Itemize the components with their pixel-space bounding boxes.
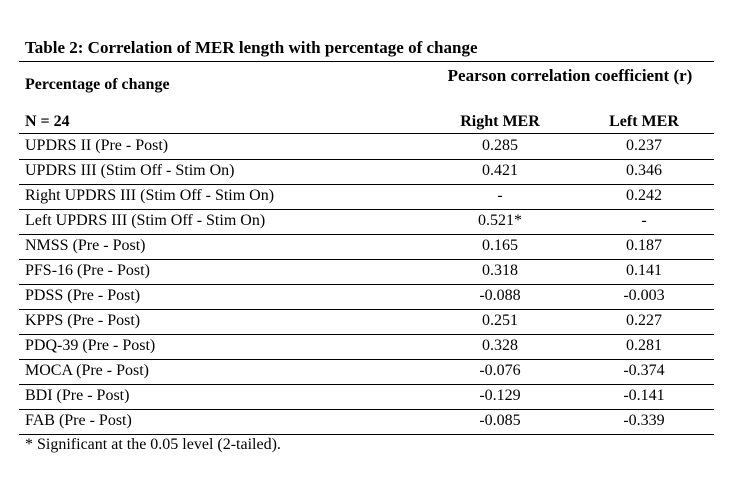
right-mer-value: -0.129 bbox=[479, 387, 521, 404]
table-row: PDSS (Pre - Post) -0.088 -0.003 bbox=[19, 284, 714, 310]
right-mer-value: 0.421 bbox=[482, 162, 518, 179]
left-mer-value: - bbox=[641, 212, 647, 229]
left-mer-value: 0.242 bbox=[626, 187, 662, 204]
left-mer-value: 0.281 bbox=[626, 337, 662, 354]
column-header-right-mer: Right MER bbox=[460, 113, 540, 130]
correlation-group-title: Pearson correlation coefficient (r) bbox=[447, 66, 693, 85]
row-label: PFS-16 (Pre - Post) bbox=[25, 262, 150, 279]
row-label: PDQ-39 (Pre - Post) bbox=[25, 337, 156, 354]
header-rule bbox=[19, 133, 714, 134]
left-mer-value: 0.237 bbox=[626, 137, 662, 154]
table-row: Left UPDRS III (Stim Off - Stim On) 0.521… bbox=[19, 209, 714, 235]
table-row: PFS-16 (Pre - Post) 0.318 0.141 bbox=[19, 259, 714, 285]
row-label: MOCA (Pre - Post) bbox=[25, 362, 150, 379]
first-column-title: Percentage of change bbox=[25, 76, 170, 93]
right-mer-value: 0.165 bbox=[482, 237, 518, 254]
right-mer-value: 0.521* bbox=[478, 212, 522, 229]
row-label: Right UPDRS III (Stim Off - Stim On) bbox=[25, 187, 275, 204]
table-row: UPDRS III (Stim Off - Stim On) 0.421 0.346 bbox=[19, 159, 714, 185]
table-caption: Table 2: Correlation of MER length with … bbox=[25, 38, 478, 57]
row-label: BDI (Pre - Post) bbox=[25, 387, 130, 404]
left-mer-value: -0.141 bbox=[623, 387, 665, 404]
row-label: UPDRS II (Pre - Post) bbox=[25, 137, 169, 154]
n-label: N = 24 bbox=[25, 113, 70, 130]
right-mer-value: 0.328 bbox=[482, 337, 518, 354]
right-mer-value: - bbox=[497, 187, 503, 204]
left-mer-value: 0.227 bbox=[626, 312, 662, 329]
left-mer-value: -0.003 bbox=[623, 287, 665, 304]
left-mer-value: -0.339 bbox=[623, 412, 665, 429]
right-mer-value: 0.318 bbox=[482, 262, 518, 279]
top-rule bbox=[19, 61, 714, 62]
table-row: KPPS (Pre - Post) 0.251 0.227 bbox=[19, 309, 714, 335]
right-mer-value: 0.251 bbox=[482, 312, 518, 329]
table-row: UPDRS II (Pre - Post) 0.285 0.237 bbox=[19, 134, 714, 160]
row-label: PDSS (Pre - Post) bbox=[25, 287, 141, 304]
table-row: PDQ-39 (Pre - Post) 0.328 0.281 bbox=[19, 334, 714, 360]
column-header-left-mer: Left MER bbox=[609, 113, 679, 130]
table-row: NMSS (Pre - Post) 0.165 0.187 bbox=[19, 234, 714, 260]
left-mer-value: 0.187 bbox=[626, 237, 662, 254]
right-mer-value: -0.088 bbox=[479, 287, 521, 304]
left-mer-value: 0.346 bbox=[626, 162, 662, 179]
right-mer-value: 0.285 bbox=[482, 137, 518, 154]
right-mer-value: -0.085 bbox=[479, 412, 521, 429]
table-row: Right UPDRS III (Stim Off - Stim On) - 0.2… bbox=[19, 184, 714, 210]
row-label: Left UPDRS III (Stim Off - Stim On) bbox=[25, 212, 266, 229]
left-mer-value: -0.374 bbox=[623, 362, 665, 379]
table-row: MOCA (Pre - Post) -0.076 -0.374 bbox=[19, 359, 714, 385]
left-mer-value: 0.141 bbox=[626, 262, 662, 279]
row-label: FAB (Pre - Post) bbox=[25, 412, 132, 429]
footnote: * Significant at the 0.05 level (2-taile… bbox=[25, 436, 281, 453]
table-row: BDI (Pre - Post) -0.129 -0.141 bbox=[19, 384, 714, 410]
row-label: NMSS (Pre - Post) bbox=[25, 237, 146, 254]
row-label: KPPS (Pre - Post) bbox=[25, 312, 141, 329]
right-mer-value: -0.076 bbox=[479, 362, 521, 379]
table-row: FAB (Pre - Post) -0.085 -0.339 bbox=[19, 409, 714, 435]
row-label: UPDRS III (Stim Off - Stim On) bbox=[25, 162, 235, 179]
